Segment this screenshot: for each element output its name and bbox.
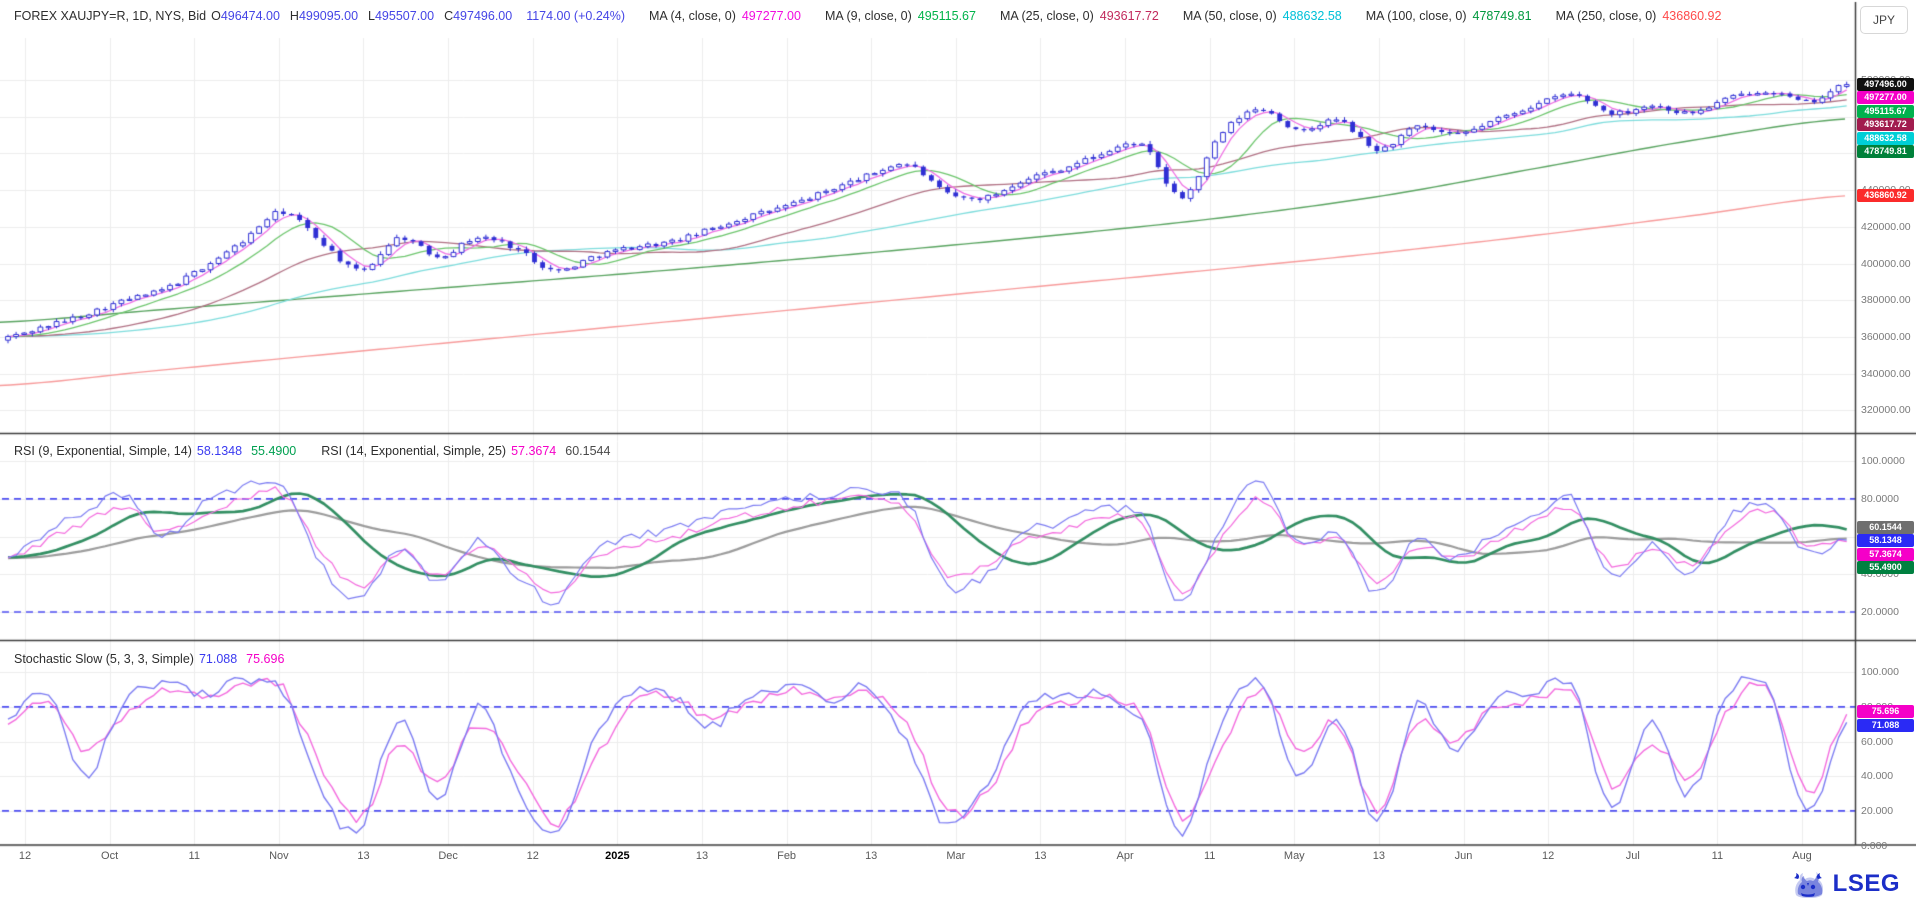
rsi-2-values: 57.3674 60.1544 [511, 444, 619, 458]
time-axis-label: May [1283, 850, 1305, 862]
rsi-1-values: 58.1348 55.4900 [197, 444, 305, 458]
ma-legend-label: MA (50, close, 0) [1182, 9, 1277, 23]
ohlc-token-value: 497496.00 [453, 9, 513, 23]
axis-tick-label: 20.0000 [1861, 606, 1899, 618]
currency-axis-button[interactable]: JPY [1860, 6, 1908, 34]
stochastic-legend-value: 71.088 [198, 652, 238, 666]
ma-legend-items: MA (4, close, 0) 497277.00 MA (9, close, 0… [649, 9, 1745, 23]
price-badge: 497277.00 [1857, 91, 1914, 105]
time-axis-label: 12 [526, 850, 539, 862]
price-badge: 436860.92 [1857, 189, 1914, 203]
ma-legend-value: 478749.81 [1472, 9, 1532, 23]
rsi-legend-value: 60.1544 [565, 444, 611, 458]
axis-tick-label: 0.000 [1861, 839, 1888, 852]
instrument-title: FOREX XAUJPY=R, 1D, NYS, Bid [14, 9, 207, 23]
rsi-1-label: RSI (9, Exponential, Simple, 14) [14, 444, 192, 458]
time-axis-label: Feb [777, 850, 797, 862]
ma-legend-value: 493617.72 [1099, 9, 1159, 23]
ohlc-token: H499095.00 [290, 9, 358, 23]
ma-legend-value: 488632.58 [1282, 9, 1342, 23]
time-axis-label: 12 [1542, 850, 1555, 862]
ma-legend-label: MA (100, close, 0) [1365, 9, 1467, 23]
ohlc-token-label: O [211, 9, 221, 23]
ma-legend-label: MA (9, close, 0) [824, 9, 912, 23]
change-value: 1174.00 (+0.24%) [526, 9, 626, 23]
ohlc-values: O496474.00 H499095.00 L495507.00 C497496.00 [211, 9, 522, 23]
price-badge: 75.696 [1857, 705, 1914, 718]
axis-tick-label: 320000.00 [1861, 404, 1911, 417]
price-badge: 58.1348 [1857, 534, 1914, 548]
ohlc-token-label: C [444, 9, 454, 23]
axis-tick-label: 80.0000 [1861, 492, 1899, 505]
ohlc-token: O496474.00 [211, 9, 280, 23]
axis-tick-label: 40.000 [1861, 770, 1894, 783]
time-axis-label: 11 [1711, 850, 1724, 862]
time-axis-label: Aug [1792, 850, 1812, 862]
stochastic-legend: Stochastic Slow (5, 3, 3, Simple) 71.088… [14, 652, 293, 666]
rsi-legend-value: 57.3674 [511, 444, 557, 458]
time-axis-label: Mar [946, 850, 966, 862]
stochastic-legend-value: 75.696 [246, 652, 285, 666]
time-axis-label: 13 [357, 850, 370, 862]
time-axis-label: 13 [695, 850, 709, 862]
ohlc-token-label: L [368, 9, 375, 23]
time-axis-label: Nov [269, 850, 289, 862]
lseg-wordmark: LSEG [1832, 870, 1900, 897]
ma-legend-label: MA (250, close, 0) [1555, 9, 1657, 23]
price-badge: 495115.67 [1857, 104, 1914, 118]
ohlc-token: L495507.00 [368, 9, 434, 23]
axis-tick-label: 420000.00 [1861, 220, 1911, 233]
axis-tick-label: 20.000 [1861, 804, 1894, 817]
time-axis-label: 12 [18, 850, 32, 862]
time-axis-label: 13 [1034, 850, 1047, 862]
ohlc-token: C497496.00 [444, 9, 512, 23]
stochastic-label: Stochastic Slow (5, 3, 3, Simple) [14, 652, 194, 666]
time-axis-label: 2025 [605, 850, 630, 862]
price-badge: 488632.58 [1857, 131, 1914, 145]
axis-tick-label: 380000.00 [1861, 294, 1911, 307]
ma-legend-label: MA (4, close, 0) [649, 9, 736, 23]
time-axis-label: Oct [101, 850, 119, 862]
ohlc-token-label: H [289, 9, 299, 23]
axis-tick-label: 100.0000 [1861, 455, 1905, 468]
time-axis-label: 11 [1203, 850, 1216, 862]
time-axis-label: 11 [188, 850, 200, 862]
lseg-lion-icon [1793, 872, 1823, 898]
price-badge: 493617.72 [1857, 118, 1914, 132]
price-badge: 55.4900 [1857, 561, 1914, 575]
time-axis-label: Jun [1454, 850, 1473, 862]
price-badge: 71.088 [1857, 719, 1914, 732]
rsi-legend: RSI (9, Exponential, Simple, 14) 58.1348… [14, 444, 619, 458]
time-axis-label: Jul [1625, 850, 1640, 862]
rsi-legend-value: 55.4900 [251, 444, 297, 458]
chart-canvas[interactable] [0, 0, 1916, 870]
ma-legend-value: 497277.00 [741, 9, 801, 23]
price-badge: 478749.81 [1857, 145, 1914, 158]
stochastic-values: 71.088 75.696 [199, 652, 293, 666]
rsi-2-label: RSI (14, Exponential, Simple, 25) [321, 444, 507, 458]
ohlc-token-value: 496474.00 [220, 9, 280, 23]
axis-tick-label: 400000.00 [1861, 257, 1911, 270]
ohlc-token-value: 499095.00 [298, 9, 359, 23]
axis-tick-label: 100.000 [1861, 666, 1899, 679]
main-chart-legend: FOREX XAUJPY=R, 1D, NYS, Bid O496474.00 H… [14, 9, 1745, 23]
price-badge: 57.3674 [1857, 547, 1914, 561]
ohlc-token-value: 495507.00 [374, 9, 435, 23]
ma-legend-value: 495115.67 [917, 9, 976, 23]
ma-legend-value: 436860.92 [1662, 9, 1722, 23]
axis-tick-label: 360000.00 [1861, 330, 1911, 343]
lseg-logo: LSEG [1790, 869, 1900, 899]
time-axis-label: 13 [865, 850, 878, 862]
axis-tick-label: 60.000 [1861, 735, 1894, 748]
time-axis-label: Apr [1116, 850, 1134, 862]
time-axis-label: Dec [438, 850, 458, 862]
time-axis-label: 13 [1372, 850, 1386, 862]
price-badge: 497496.00 [1857, 78, 1914, 91]
axis-tick-label: 340000.00 [1861, 367, 1911, 380]
price-badge: 60.1544 [1857, 521, 1914, 534]
rsi-legend-value: 58.1348 [196, 444, 243, 458]
ma-legend-label: MA (25, close, 0) [999, 9, 1094, 23]
